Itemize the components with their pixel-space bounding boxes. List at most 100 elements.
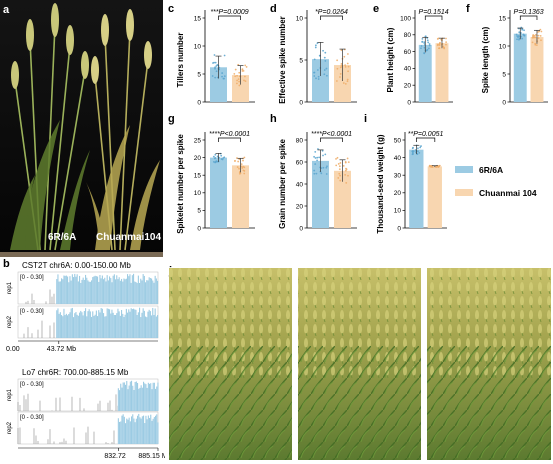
data-dot-d (346, 80, 349, 83)
data-dot-h (344, 173, 347, 176)
panel-label-a: a (3, 4, 10, 16)
panel-label-e: e (373, 3, 379, 15)
data-dot-e (428, 43, 431, 45)
data-dot-h (324, 153, 327, 156)
field-photos-j (169, 268, 551, 460)
data-dot-d (336, 59, 339, 62)
data-dot-h (345, 181, 348, 184)
p-value-f: P=0.1363 (514, 9, 544, 16)
bar-f-2 (530, 37, 544, 102)
bar-h-2 (334, 170, 351, 228)
data-dot-h (322, 154, 324, 157)
y-tick-label-e: 80 (404, 32, 412, 39)
track-range-label: [0 - 0.30] (20, 382, 44, 388)
data-dot-d (340, 63, 343, 65)
bar-i-1 (409, 149, 424, 228)
data-dot-d (336, 67, 339, 70)
data-dot-h (347, 161, 350, 164)
data-dot-f (515, 33, 518, 36)
track-axis-end-bottom: 885.15 Mb (138, 453, 165, 460)
photo-a-label-chuanmai104: Chuanmai104 (96, 232, 162, 243)
data-dot-d (339, 76, 341, 78)
significance-bracket-i (415, 137, 436, 142)
data-dot-d (344, 66, 347, 68)
panel-label-f: f (466, 3, 470, 15)
y-tick-label-i: 20 (394, 190, 402, 197)
track-row-label: rep1 (7, 281, 13, 294)
data-dot-d (313, 75, 316, 77)
data-dot-c (244, 64, 247, 67)
data-dot-e (439, 41, 441, 44)
data-dot-g (238, 167, 240, 170)
data-dot-c (238, 80, 241, 83)
data-dot-f (521, 37, 524, 40)
y-tick-label-f: 15 (499, 15, 507, 22)
bar-e-1 (418, 44, 432, 102)
panel-label-b: b (3, 258, 10, 270)
bar-h-1 (312, 160, 329, 228)
data-dot-e (436, 43, 439, 46)
data-dot-c (245, 66, 248, 68)
data-dot-h (347, 174, 349, 177)
data-dot-f (532, 34, 534, 37)
data-dot-f (538, 30, 541, 33)
data-dot-c (237, 78, 240, 81)
data-dot-c (238, 84, 241, 87)
y-tick-label-d: 5 (299, 57, 303, 64)
data-dot-h (339, 179, 342, 182)
data-dot-c (214, 61, 217, 64)
data-dot-h (314, 163, 317, 165)
significance-bracket-c (218, 15, 241, 20)
data-dot-c (213, 54, 216, 56)
data-dot-d (317, 75, 320, 78)
data-dot-e (426, 48, 429, 51)
data-dot-d (346, 62, 349, 65)
bar-g-2 (232, 165, 249, 228)
significance-bracket-e (424, 15, 443, 20)
data-dot-c (234, 75, 237, 78)
data-dot-g (222, 157, 225, 159)
y-tick-label-c: 5 (197, 71, 201, 78)
bar-c-2 (232, 75, 249, 102)
significance-bracket-g (218, 137, 241, 142)
data-dot-h (313, 169, 316, 172)
data-dot-h (338, 168, 341, 171)
data-dot-d (325, 74, 328, 77)
y-tick-label-g: 25 (194, 137, 202, 144)
track-title-top: CST2T chr6A: 0.00-150.00 Mb (22, 261, 131, 270)
data-dot-g (216, 155, 219, 158)
data-dot-d (323, 56, 326, 59)
data-dot-f (531, 36, 534, 39)
data-dot-h (313, 172, 316, 175)
data-dot-f (534, 34, 537, 36)
data-dot-h (342, 164, 345, 167)
p-value-g: ****P<0.0001 (209, 131, 250, 138)
data-dot-g (234, 159, 236, 162)
data-dot-e (445, 43, 447, 46)
track-title-bottom: Lo7 chr6R: 700.00-885.15 Mb (22, 368, 129, 377)
data-dot-c (242, 69, 245, 72)
data-dot-h (325, 173, 328, 175)
data-dot-e (420, 45, 423, 47)
panel-label-g: g (168, 113, 175, 125)
data-dot-e (423, 52, 426, 55)
data-dot-f (531, 41, 534, 44)
bar-d-2 (334, 65, 351, 102)
bar-f-1 (513, 33, 527, 102)
y-axis-label-h: Grain number per spike (278, 139, 287, 229)
y-tick-label-e: 20 (404, 83, 412, 90)
data-dot-e (438, 47, 441, 50)
data-dot-f (534, 36, 537, 39)
data-dot-d (340, 64, 343, 67)
y-tick-label-h: 0 (299, 225, 303, 232)
track-1: rep1 [0 - 0.30] (7, 271, 159, 305)
data-dot-c (236, 82, 238, 85)
p-value-h: ****P<0.0001 (311, 131, 352, 138)
panel-label-i: i (364, 113, 367, 125)
chart-i: i Thousand-seed weight (g) 0 10 20 30 40 50 **P=… (364, 113, 447, 234)
track-row-label: rep2 (7, 315, 13, 328)
track-axis-start-top: 0.00 (6, 346, 20, 353)
data-dot-h (344, 161, 347, 163)
data-dot-g (236, 157, 238, 159)
